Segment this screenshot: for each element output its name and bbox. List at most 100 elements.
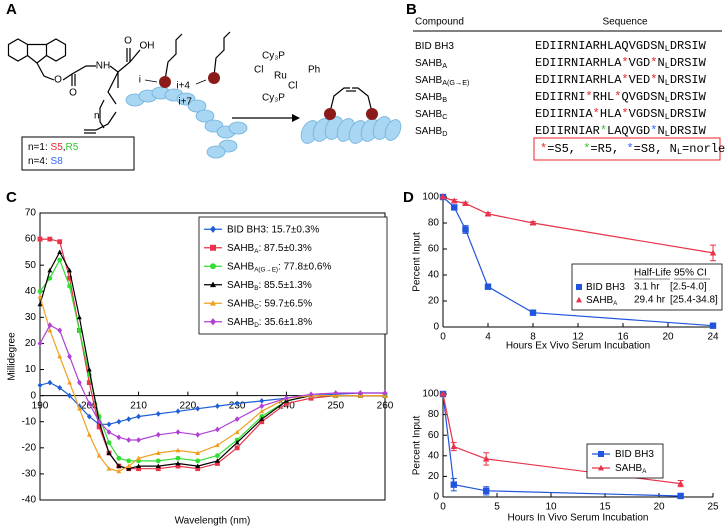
marker xyxy=(215,461,220,466)
marker xyxy=(259,419,265,425)
text-run: DRSIW xyxy=(670,73,707,87)
y-tick-label: 40 xyxy=(25,286,37,297)
key-box xyxy=(21,136,135,171)
marker xyxy=(576,284,582,290)
marker xyxy=(67,392,72,399)
catalyst-label: Cl xyxy=(288,81,297,92)
y-tick-label: 40 xyxy=(428,450,440,461)
text-run: * xyxy=(626,142,633,156)
y-tick-label: 50 xyxy=(25,260,37,271)
series-stat: : 77.8±0.6% xyxy=(278,261,331,272)
series-line xyxy=(39,296,385,472)
marker xyxy=(37,236,43,242)
header: Sequence xyxy=(602,17,647,28)
series-name-sub: C xyxy=(254,303,259,310)
peptide-unfolded xyxy=(125,31,248,159)
y-axis-label: Percent Input xyxy=(412,416,423,476)
text-run: L xyxy=(665,44,670,54)
text-run: N xyxy=(670,142,677,156)
marker xyxy=(47,327,53,333)
marker xyxy=(529,309,537,316)
text-run: * xyxy=(593,107,600,121)
text-run: SAHB xyxy=(415,109,443,120)
marker xyxy=(215,453,220,459)
x-tick-label: 5 xyxy=(494,502,500,513)
marker xyxy=(126,458,132,464)
marker xyxy=(155,463,161,469)
marker xyxy=(210,281,216,288)
marker xyxy=(195,458,201,464)
compound: SAHBA(G→E) xyxy=(415,75,469,87)
marker xyxy=(37,293,43,299)
marker xyxy=(96,453,102,458)
marker xyxy=(357,390,363,396)
marker xyxy=(106,421,112,428)
y-tick-label: 60 xyxy=(428,430,440,441)
text-run: L xyxy=(665,78,670,88)
marker xyxy=(67,379,72,385)
series-line xyxy=(39,324,385,441)
key-line: n=4: S8 xyxy=(28,156,63,167)
table-cell: [25.4-34.8] xyxy=(670,295,718,306)
text-run: , xyxy=(63,142,66,153)
marker xyxy=(57,249,63,255)
atom-label: O xyxy=(124,36,132,47)
marker xyxy=(175,408,181,415)
text-run: * xyxy=(540,142,547,156)
catalyst-label: Cl xyxy=(254,65,263,76)
x-tick-label: 0 xyxy=(440,502,446,513)
marker xyxy=(126,437,132,443)
text-run: n=4: xyxy=(28,156,51,167)
marker xyxy=(210,318,216,326)
series-stat: : 87.5±0.3% xyxy=(258,242,311,253)
marker xyxy=(175,447,181,453)
peptide-helix xyxy=(300,87,402,144)
marker xyxy=(450,443,457,450)
header: Compound xyxy=(415,17,464,28)
marker xyxy=(175,429,181,436)
sequence: EDIIRNIARHLA*VGD*NLDRSIW xyxy=(535,56,707,71)
marker xyxy=(483,487,490,495)
text-run: EDIIRNIAR xyxy=(535,124,600,138)
marker xyxy=(333,390,339,396)
marker xyxy=(234,400,240,407)
x-axis-label: Hours In Vivo Serum Incubation xyxy=(507,513,648,524)
marker xyxy=(382,390,388,396)
text-run: DRSIW xyxy=(670,90,707,104)
marker xyxy=(126,466,132,471)
x-tick-label: 12 xyxy=(572,332,584,343)
text-run: * xyxy=(621,56,628,70)
marker xyxy=(155,411,161,417)
marker xyxy=(451,204,458,211)
table-cell: [2.5-4.0] xyxy=(670,282,707,293)
marker xyxy=(234,416,240,422)
x-tick-label: 0 xyxy=(440,332,446,343)
series-name-sub: A xyxy=(642,468,647,475)
sequence: EDIIRNIARHLA*VED*NLDRSIW xyxy=(535,73,707,88)
marker xyxy=(462,226,469,233)
y-tick-label: 60 xyxy=(428,244,440,255)
text-run: n=1: xyxy=(28,142,51,153)
catalyst-label: Cy₃P xyxy=(262,93,285,104)
marker xyxy=(57,327,63,334)
marker xyxy=(57,353,63,359)
marker xyxy=(709,249,717,256)
series-stat: : 85.5±1.3% xyxy=(258,279,311,290)
text-run: VED xyxy=(629,73,651,87)
text-run: * xyxy=(600,124,607,138)
y-tick-label: 0 xyxy=(433,322,439,333)
series-line xyxy=(442,196,714,254)
series-name: SAHB xyxy=(227,316,255,327)
y-tick-label: 0 xyxy=(30,390,36,401)
marker xyxy=(451,197,458,204)
text-run: DRSIW xyxy=(670,56,707,70)
marker xyxy=(126,463,132,469)
marker xyxy=(259,403,265,409)
text-run: VGD xyxy=(629,56,651,70)
residue-label: i xyxy=(139,75,141,86)
text-run: SAHB xyxy=(415,75,443,86)
series-name: BID BH3 xyxy=(586,282,625,293)
text-run: C xyxy=(442,112,447,121)
plot: 0 20 40 60 80 100 0 5 10 15 20 25 Hours In Vivo Seru… xyxy=(412,389,719,524)
marker xyxy=(47,275,53,281)
